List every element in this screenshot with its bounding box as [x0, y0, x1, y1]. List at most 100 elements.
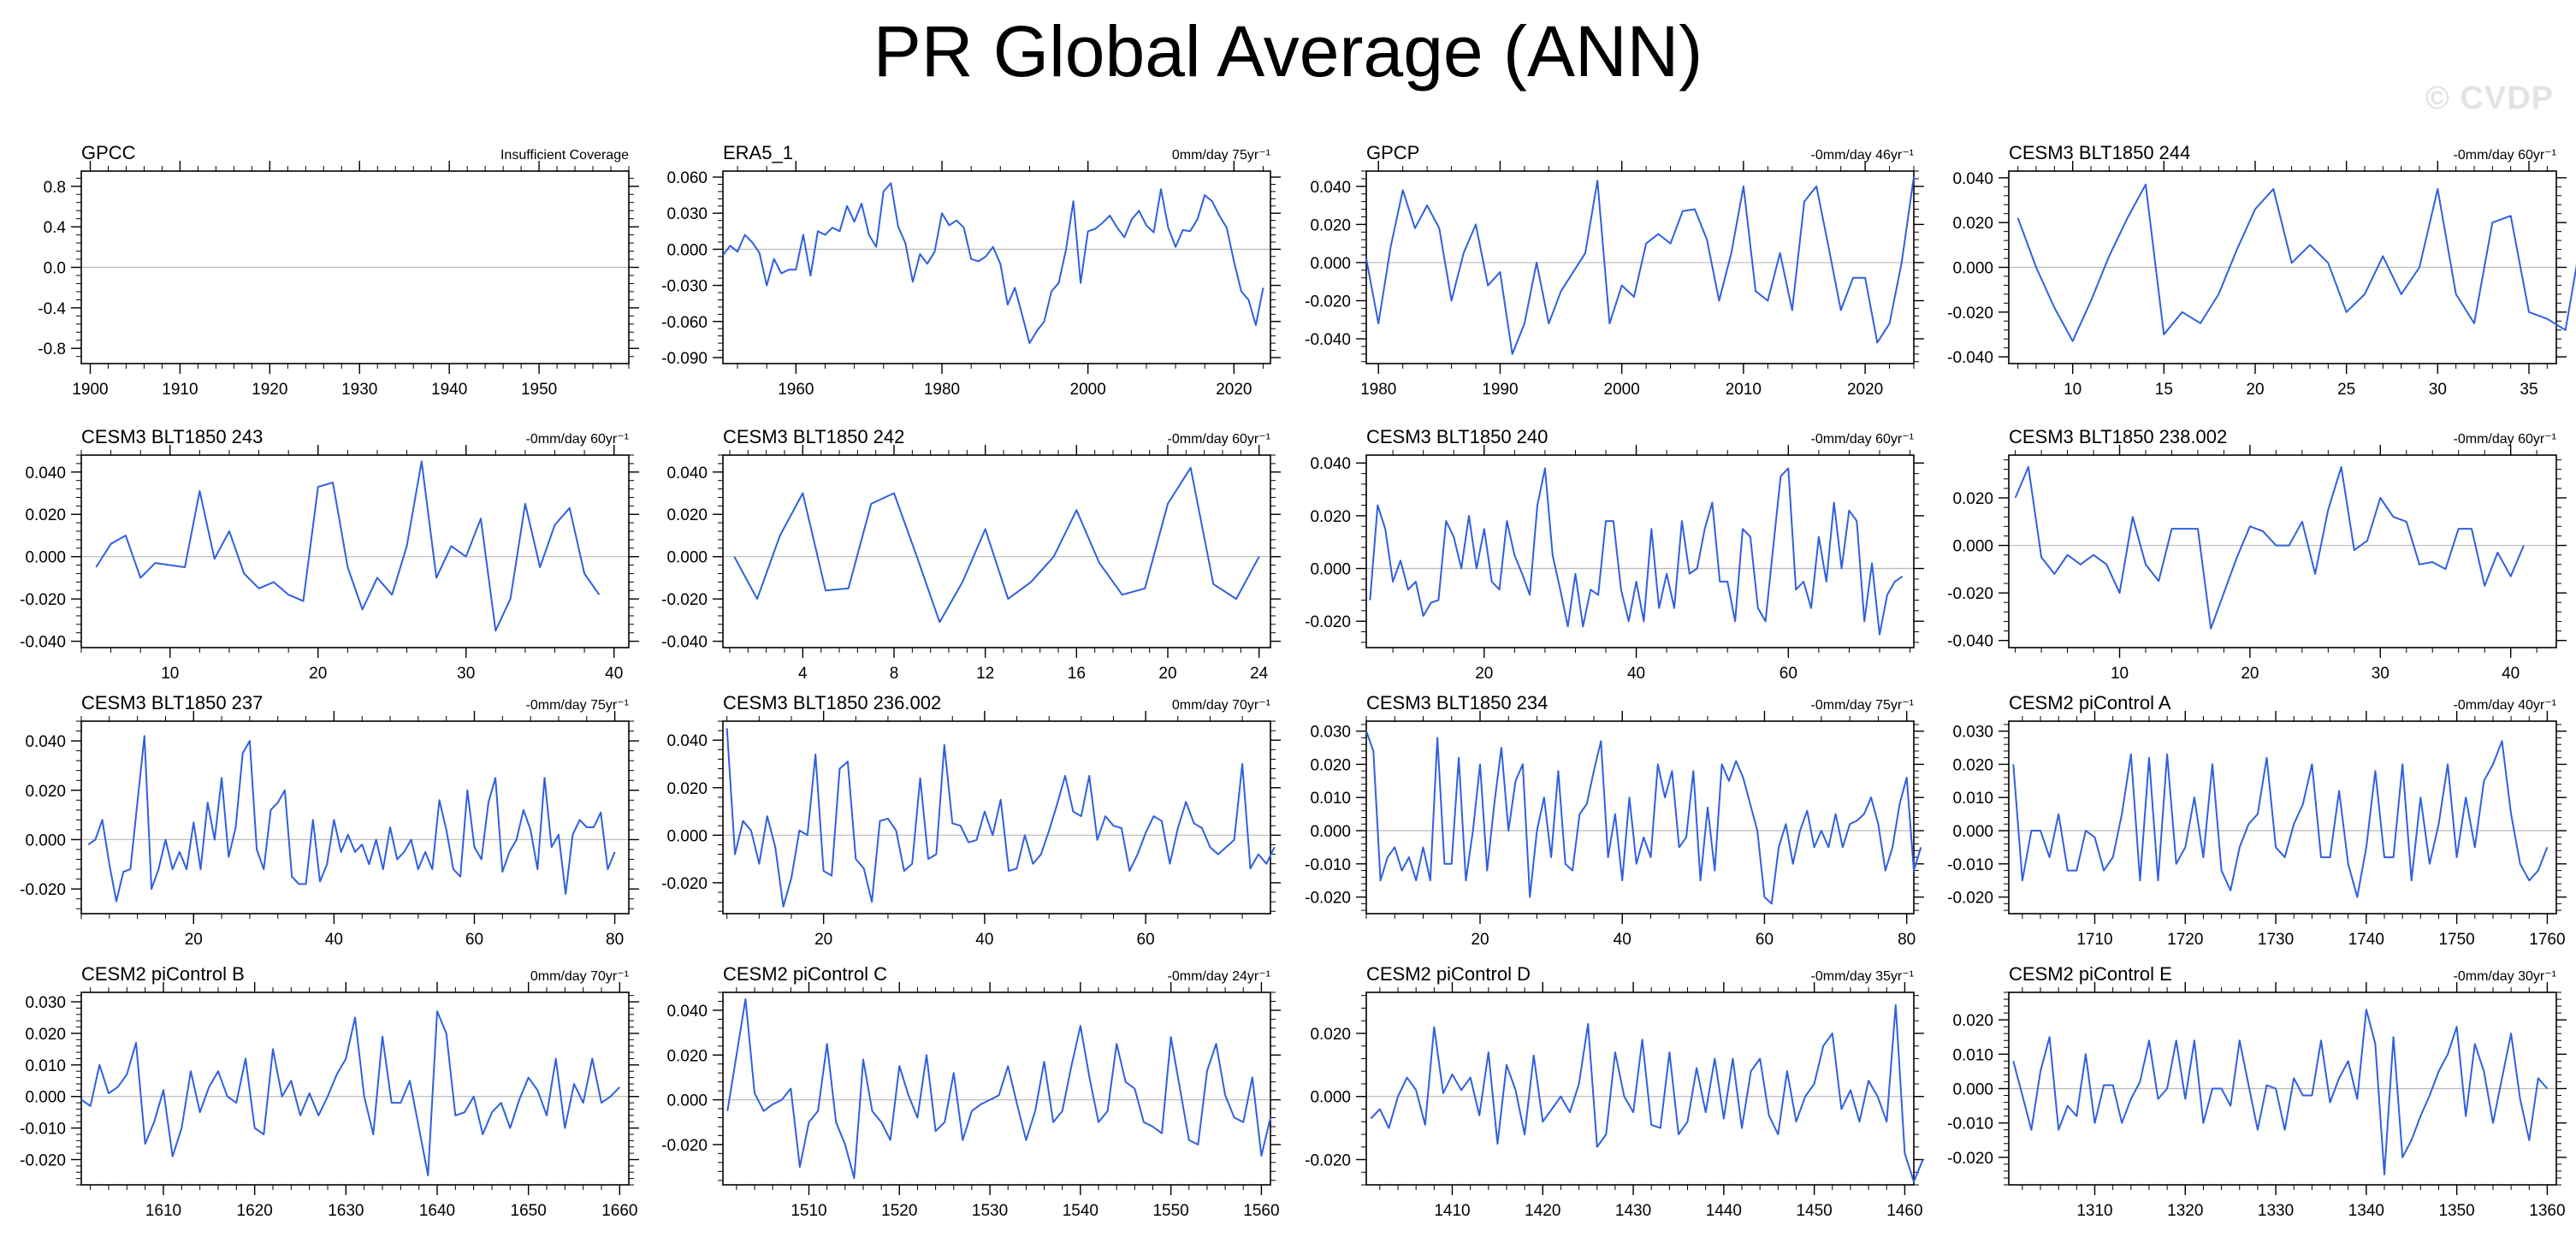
y-tick-label: 0.000 [25, 549, 66, 567]
y-tick-label: -0.040 [661, 634, 708, 652]
y-tick-label: -0.020 [661, 591, 708, 609]
panel-trend-label: -0mm/day 46yr⁻¹ [1811, 148, 1914, 163]
y-tick-label: 0.000 [1952, 538, 1993, 556]
data-series-line [87, 735, 616, 903]
y-tick-label: -0.8 [38, 340, 66, 358]
x-tick-label: 1650 [511, 1202, 547, 1220]
panel-trend-label: -0mm/day 60yr⁻¹ [526, 432, 629, 447]
plot-frame [2008, 454, 2557, 648]
y-tick-label: 0.020 [666, 1047, 708, 1065]
x-tick-label: 1330 [2258, 1202, 2294, 1220]
data-series-line [726, 997, 1271, 1180]
panel-title: CESM3 BLT1850 238.002 [2009, 426, 2227, 447]
data-series-line [1369, 467, 1904, 636]
y-tick-label: -0.040 [1305, 331, 1351, 349]
y-tick-label: 0.060 [666, 169, 708, 187]
x-tick-label: 1640 [419, 1202, 455, 1220]
y-tick-label: 0.000 [1310, 561, 1351, 579]
y-tick-label: 0.030 [1952, 724, 1993, 742]
y-tick-label: 0.010 [1310, 790, 1351, 808]
chart-panel-16: CESM2 piControl E -0mm/day 30yr⁻¹ 1310 1320… [1947, 963, 2567, 1220]
chart-panel-15: CESM2 piControl D -0mm/day 35yr⁻¹ 1410 1420… [1305, 963, 1924, 1220]
y-tick-label: 0.020 [1952, 756, 1993, 774]
panel-trend-label: -0mm/day 35yr⁻¹ [1811, 969, 1914, 984]
y-tick-label: 0.0 [44, 260, 66, 278]
y-tick-label: -0.010 [20, 1121, 66, 1139]
y-tick-label: -0.020 [1947, 890, 1993, 908]
panel-title: CESM3 BLT1850 243 [81, 426, 263, 447]
chart-panel-2: ERA5_1 0mm/day 75yr⁻¹ 1960 1980 2000 2020 0.06… [661, 142, 1281, 399]
x-tick-label: 1920 [252, 381, 287, 399]
panel-trend-label: -0mm/day 60yr⁻¹ [1811, 432, 1914, 447]
y-tick-label: -0.010 [1947, 1116, 1993, 1134]
x-tick-label: 1620 [237, 1202, 273, 1220]
y-tick-label: 0.020 [1310, 756, 1351, 774]
x-tick-label: 1520 [881, 1202, 917, 1220]
plot-frame [80, 992, 630, 1186]
plot-frame [80, 720, 630, 915]
x-tick-label: 1630 [328, 1202, 364, 1220]
y-tick-label: 0.020 [1952, 215, 1993, 233]
x-tick-label: 40 [975, 931, 993, 949]
panel-title: CESM3 BLT1850 234 [1366, 692, 1548, 713]
x-tick-label: 20 [1158, 665, 1176, 683]
x-tick-label: 40 [605, 665, 623, 683]
x-tick-label: 24 [1250, 665, 1269, 683]
panel-title: CESM3 BLT1850 240 [1366, 426, 1548, 447]
x-tick-label: 4 [798, 665, 808, 683]
chart-panel-4: CESM3 BLT1850 244 -0mm/day 60yr⁻¹ 10 15 20 25… [1947, 142, 2576, 399]
main-title: PR Global Average (ANN) [873, 11, 1703, 92]
y-tick-label: -0.040 [20, 634, 66, 652]
panel-title: GPCC [81, 142, 136, 163]
x-tick-label: 1930 [341, 381, 377, 399]
x-tick-label: 1340 [2348, 1202, 2384, 1220]
x-tick-label: 10 [161, 665, 179, 683]
y-tick-label: 0.020 [1310, 508, 1351, 526]
panel-trend-label: -0mm/day 30yr⁻¹ [2454, 969, 2556, 984]
chart-panel-14: CESM2 piControl C -0mm/day 24yr⁻¹ 1510 1520… [661, 963, 1281, 1220]
y-tick-label: -0.040 [1947, 633, 1993, 651]
plot-frame [1365, 170, 1915, 364]
plot-frame [1365, 992, 1915, 1186]
cvdp-watermark: © CVDP [2425, 80, 2554, 116]
panel-trend-label: -0mm/day 60yr⁻¹ [1168, 432, 1270, 447]
y-tick-label: -0.030 [661, 278, 708, 296]
panel-title: CESM2 piControl A [2009, 692, 2171, 713]
x-tick-label: 1950 [521, 381, 557, 399]
chart-panel-10: CESM3 BLT1850 236.002 0mm/day 70yr⁻¹ 20 40 6… [661, 692, 1281, 949]
y-tick-label: 0.040 [666, 1003, 708, 1021]
x-tick-label: 15 [2155, 381, 2173, 399]
panel-title: CESM2 piControl B [81, 963, 245, 985]
chart-panel-13: CESM2 piControl B 0mm/day 70yr⁻¹ 1610 1620 1… [20, 963, 639, 1220]
x-tick-label: 1730 [2258, 931, 2294, 949]
data-series-line [1365, 176, 1915, 355]
y-tick-label: 0.030 [666, 205, 708, 223]
y-tick-label: 0.020 [1310, 1026, 1351, 1044]
y-tick-label: 0.020 [25, 783, 66, 801]
data-series-line [733, 466, 1260, 624]
x-tick-label: 1720 [2167, 931, 2203, 949]
x-tick-label: 1420 [1525, 1202, 1560, 1220]
x-tick-label: 1960 [778, 381, 814, 399]
x-tick-label: 20 [185, 931, 203, 949]
x-tick-label: 35 [2520, 381, 2538, 399]
data-series-line [2014, 465, 2525, 630]
x-tick-label: 1980 [924, 381, 960, 399]
panel-trend-label: -0mm/day 24yr⁻¹ [1168, 969, 1270, 984]
x-tick-label: 16 [1068, 665, 1086, 683]
x-tick-label: 1710 [2076, 931, 2112, 949]
x-tick-label: 1660 [601, 1202, 637, 1220]
y-tick-label: 0.010 [1952, 790, 1993, 808]
y-tick-label: 0.020 [25, 1026, 66, 1044]
plot-frame [2008, 720, 2557, 915]
y-tick-label: 0.010 [1952, 1046, 1993, 1064]
panel-trend-label: 0mm/day 70yr⁻¹ [1172, 698, 1270, 713]
y-tick-label: 0.000 [666, 1092, 708, 1110]
x-tick-label: 1740 [2348, 931, 2384, 949]
y-tick-label: 0.000 [1952, 823, 1993, 841]
y-tick-label: 0.000 [1952, 1081, 1993, 1099]
x-tick-label: 1360 [2529, 1202, 2565, 1220]
y-tick-label: 0.000 [1310, 255, 1351, 273]
x-tick-label: 1430 [1615, 1202, 1651, 1220]
